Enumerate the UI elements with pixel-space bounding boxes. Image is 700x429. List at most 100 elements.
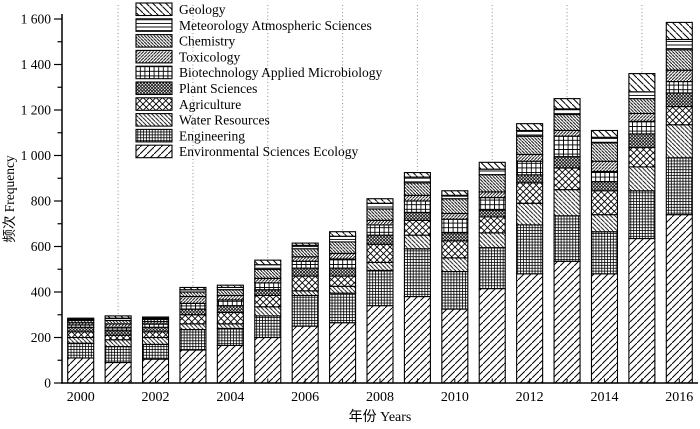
legend-label-water-resources: Water Resources (179, 113, 270, 128)
bar-segment-2005-environmental-sciences-ecology (254, 336, 282, 384)
legend-label-toxicology: Toxicology (179, 49, 241, 64)
bar-segment-2003-geology (179, 286, 207, 291)
bar-segment-2013-toxicology (553, 129, 581, 137)
bar-segment-2016-water-resources (665, 124, 693, 159)
bar-segment-2001-water-resources (104, 339, 132, 348)
bar-segment-2012-water-resources (516, 202, 544, 226)
bar-segment-2007-engineering (329, 292, 357, 324)
bar-segment-2003-toxicology (179, 295, 207, 304)
bar-segment-2014-meteorology-atmospheric-sciences (590, 136, 619, 144)
bar-segment-2012-biotechnology-applied-microbiology (516, 160, 544, 176)
y-tick-label: 200 (31, 330, 52, 345)
bar-segment-2013-water-resources (553, 189, 581, 217)
bar-group-2000 (67, 317, 95, 384)
bar-segment-2015-biotechnology-applied-microbiology (628, 120, 656, 135)
x-tick-label-2016: 2016 (665, 390, 693, 405)
bar-segment-2009-toxicology (403, 194, 431, 202)
bar-segment-2012-geology (516, 123, 544, 132)
bar-group-2008 (366, 198, 394, 384)
bar-segment-2004-geology (216, 284, 244, 288)
bar-segment-2003-chemistry (179, 291, 207, 298)
bar-segment-2014-biotechnology-applied-microbiology (590, 170, 619, 183)
bar-segment-2000-agriculture (67, 331, 95, 339)
bar-segment-2014-chemistry (590, 142, 619, 162)
bar-segment-2016-meteorology-atmospheric-sciences (665, 38, 693, 51)
bar-segment-2013-environmental-sciences-ecology (553, 260, 581, 384)
bar-segment-2015-engineering (628, 190, 656, 240)
bar-group-2012 (516, 123, 544, 384)
bar-segment-2007-environmental-sciences-ecology (329, 322, 357, 384)
bar-segment-2009-plant-sciences (403, 211, 431, 221)
bar-segment-2008-plant-sciences (366, 234, 394, 245)
bar-segment-2013-meteorology-atmospheric-sciences (553, 108, 581, 116)
bar-segment-2011-toxicology (478, 191, 506, 199)
bar-segment-2004-plant-sciences (216, 305, 244, 314)
bar-segment-2006-engineering (291, 294, 319, 327)
bar-segment-2006-geology (291, 242, 319, 246)
bar-segment-2016-engineering (665, 157, 693, 216)
bar-segment-2007-agriculture (329, 275, 357, 287)
bar-segment-2005-agriculture (254, 294, 282, 308)
legend-item-water-resources: Water Resources (135, 113, 270, 128)
bar-segment-2002-water-resources (141, 336, 170, 345)
bar-group-2007 (329, 231, 357, 384)
bar-segment-2003-biotechnology-applied-microbiology (179, 302, 207, 310)
y-tick-label: 1 400 (21, 57, 52, 72)
bar-group-2015 (628, 73, 656, 384)
bar-segment-2014-toxicology (590, 160, 619, 172)
legend-label-agriculture: Agriculture (179, 97, 241, 112)
bar-group-2014 (590, 129, 619, 384)
bar-segment-2012-engineering (516, 224, 544, 275)
bar-segment-2002-geology (141, 316, 170, 319)
bar-segment-2008-engineering (366, 269, 394, 307)
bar-segment-2006-plant-sciences (291, 267, 319, 277)
bar-segment-2005-geology (254, 259, 282, 266)
bar-segment-2016-environmental-sciences-ecology (665, 214, 693, 384)
bar-segment-2002-agriculture (141, 331, 170, 339)
legend-swatch-plant-sciences (135, 81, 173, 96)
bar-segment-2014-agriculture (590, 190, 619, 216)
bar-segment-2012-chemistry (516, 135, 544, 155)
bar-segment-2011-water-resources (478, 232, 506, 249)
bar-segment-2000-engineering (67, 342, 95, 359)
bar-segment-2011-biotechnology-applied-microbiology (478, 197, 506, 211)
bar-segment-2008-geology (366, 198, 394, 204)
bar-segment-2014-plant-sciences (590, 181, 619, 192)
bar-segment-2010-agriculture (441, 240, 469, 259)
legend-item-plant-sciences: Plant Sciences (135, 81, 257, 96)
bar-segment-2005-toxicology (254, 277, 282, 284)
bar-segment-2010-chemistry (441, 198, 469, 215)
bar-segment-2015-meteorology-atmospheric-sciences (628, 91, 656, 100)
bar-segment-2011-plant-sciences (478, 209, 506, 218)
bar-segment-2009-engineering (403, 248, 431, 298)
bar-group-2013 (553, 98, 581, 384)
bar-segment-2004-environmental-sciences-ecology (216, 344, 244, 384)
bar-segment-2012-plant-sciences (516, 174, 544, 184)
x-tick-label-2004: 2004 (216, 390, 244, 405)
bar-segment-2010-environmental-sciences-ecology (441, 308, 469, 384)
bar-segment-2011-chemistry (478, 174, 506, 193)
bar-segment-2003-agriculture (179, 314, 207, 325)
legend-swatch-agriculture (135, 97, 173, 111)
bar-segment-2010-water-resources (441, 257, 469, 273)
bar-segment-2015-chemistry (628, 98, 656, 114)
bar-group-2009 (403, 172, 431, 384)
legend-item-engineering: Engineering (135, 128, 245, 143)
bar-group-2002 (141, 316, 170, 384)
bar-segment-2004-engineering (216, 327, 244, 347)
bar-segment-2007-water-resources (329, 285, 357, 294)
x-tick-label-2000: 2000 (67, 390, 95, 405)
bar-segment-2015-water-resources (628, 166, 656, 192)
bar-segment-2012-agriculture (516, 182, 544, 204)
bar-segment-2016-biotechnology-applied-microbiology (665, 81, 693, 94)
bar-segment-2005-meteorology-atmospheric-sciences (254, 264, 282, 270)
x-tick-label-2010: 2010 (441, 390, 469, 405)
y-axis-title: 频次 Frequency (2, 155, 17, 243)
x-axis-labels: 2000 2002 2004 2006 2008 2010 2012 2014 2016 (67, 390, 694, 405)
bar-segment-2016-plant-sciences (665, 92, 693, 108)
x-tick-label-2012: 2012 (516, 390, 544, 405)
bar-segment-2012-meteorology-atmospheric-sciences (516, 129, 544, 137)
bar-segment-2014-water-resources (590, 214, 619, 233)
